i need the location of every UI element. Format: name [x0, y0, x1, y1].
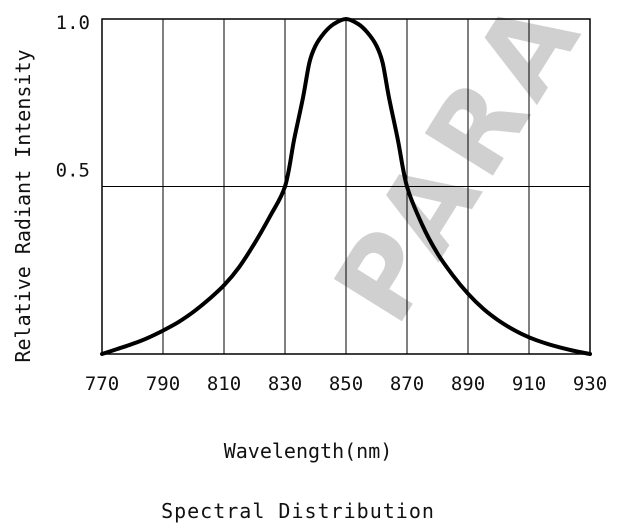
y-tick-labels: 0.5 1.0: [56, 12, 90, 182]
x-axis-title: Wavelength(nm): [224, 439, 393, 463]
x-tick-label: 790: [146, 373, 180, 395]
y-tick-label: 0.5: [56, 160, 90, 182]
watermark: PARA: [310, 0, 608, 344]
x-tick-label: 930: [573, 373, 607, 395]
x-tick-label: 910: [512, 373, 546, 395]
x-tick-label: 770: [85, 373, 119, 395]
intensity-curve: [100, 17, 592, 356]
chart-caption: Spectral Distribution: [161, 499, 435, 523]
x-tick-label: 830: [268, 373, 302, 395]
y-axis-title: Relative Radiant Intensity: [11, 49, 35, 362]
x-tick-label: 850: [329, 373, 363, 395]
x-tick-label: 870: [390, 373, 424, 395]
x-tick-label: 810: [207, 373, 241, 395]
watermark-text: PARA: [310, 0, 608, 344]
y-tick-label: 1.0: [56, 12, 90, 34]
x-tick-labels: 770 790 810 830 850 870 890 910 930: [85, 373, 607, 395]
x-tick-label: 890: [451, 373, 485, 395]
